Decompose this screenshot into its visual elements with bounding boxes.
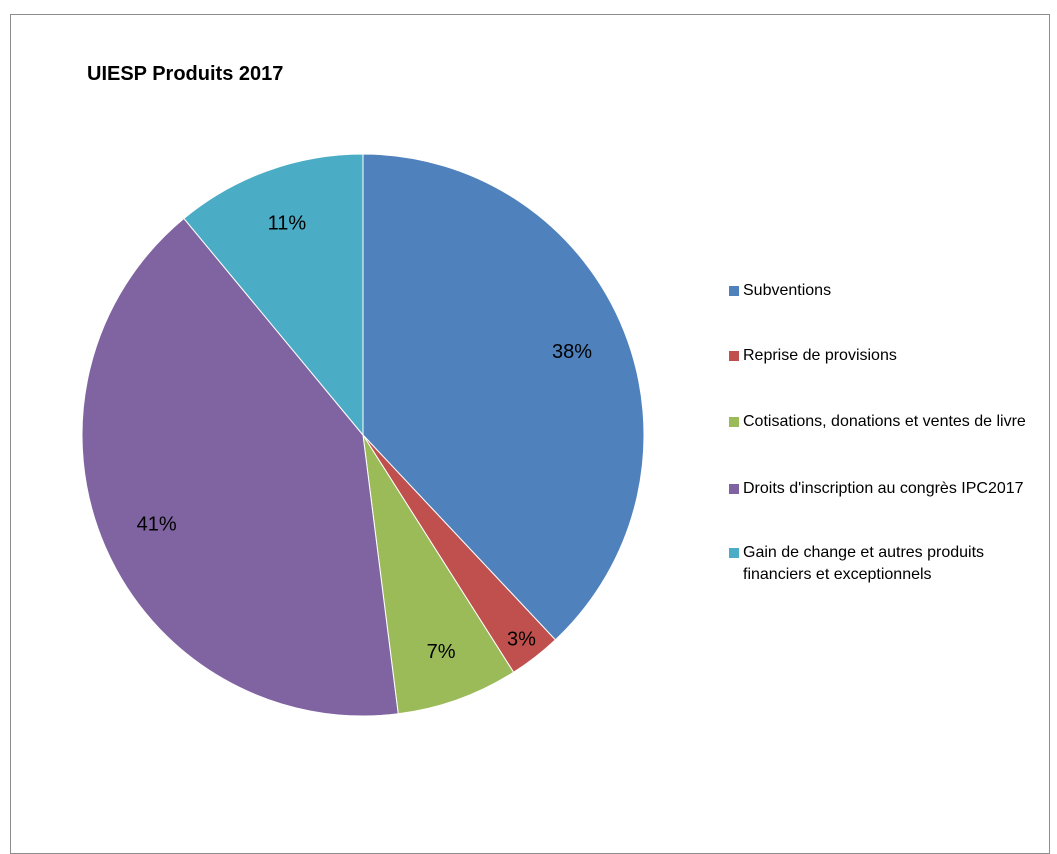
- legend-swatch: [729, 484, 739, 494]
- legend-item-cotisations: Cotisations, donations et ventes de livr…: [729, 411, 1043, 433]
- legend-item-droits-inscription: Droits d'inscription au congrès IPC2017: [729, 478, 1043, 500]
- legend-item-subventions: Subventions: [729, 280, 1043, 302]
- pie-slice: [362, 153, 645, 641]
- slice-value-label: 11%: [268, 212, 307, 234]
- slice-value-label: 7%: [427, 641, 456, 663]
- legend-label: Droits d'inscription au congrès IPC2017: [743, 480, 1024, 497]
- legend-swatch: [729, 417, 739, 427]
- pie-slice: [362, 434, 515, 715]
- legend-label: Cotisations, donations et ventes de livr…: [743, 413, 1026, 430]
- legend-swatch: [729, 351, 739, 361]
- legend-swatch: [729, 286, 739, 296]
- legend-item-gain-de-change: Gain de change et autres produits financ…: [729, 542, 1043, 586]
- legend-label: Reprise de provisions: [743, 347, 897, 364]
- legend-item-reprise-de-provisions: Reprise de provisions: [729, 345, 1043, 367]
- pie-slice: [183, 153, 364, 437]
- chart-title: UIESP Produits 2017: [87, 63, 284, 85]
- slice-value-label: 41%: [137, 513, 177, 535]
- slice-value-label: 38%: [552, 341, 592, 363]
- legend-swatch: [729, 548, 739, 558]
- legend-label: Gain de change et autres produits financ…: [743, 544, 985, 583]
- legend-label: Subventions: [743, 282, 832, 299]
- pie-slice: [81, 217, 399, 717]
- slice-value-label: 3%: [507, 628, 536, 650]
